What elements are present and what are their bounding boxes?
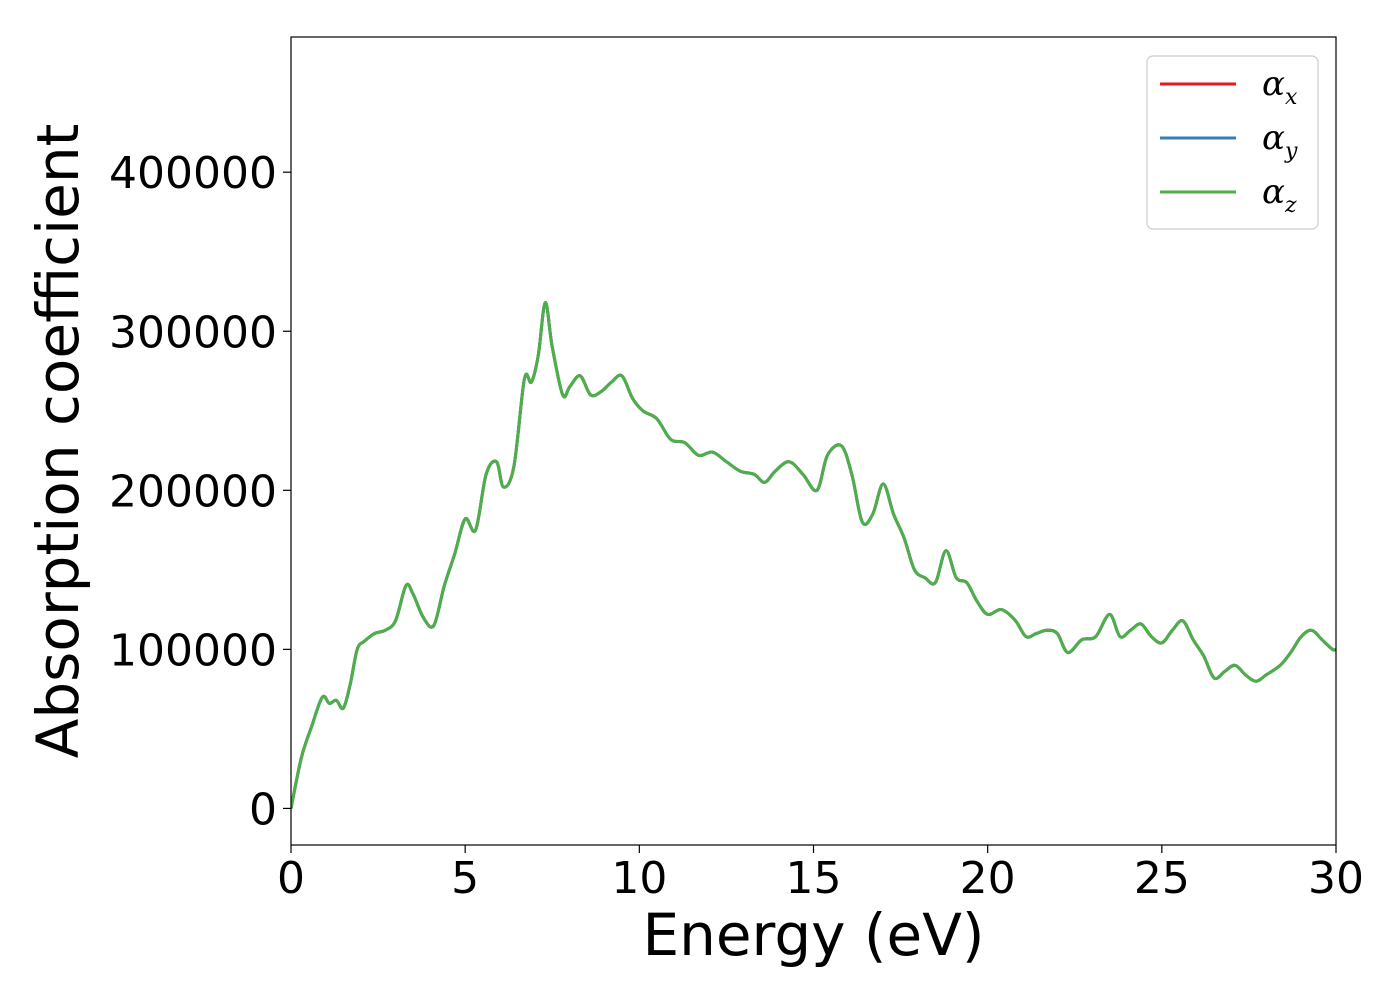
x-axis-ticks: 0 5 10 15 20 25 30 [277,845,1364,904]
series-layer [291,301,1336,809]
legend-label-x: αx [1262,64,1298,110]
y-axis-label: Absorption coefficient [24,124,92,759]
y-tick-label: 200000 [109,466,277,517]
x-axis-label: Energy (eV) [642,901,984,969]
x-tick-label: 10 [611,853,667,904]
y-tick-label: 100000 [109,625,277,676]
y-axis-ticks: 0 100000 200000 300000 400000 [109,148,291,835]
x-tick-label: 0 [277,853,305,904]
x-tick-label: 20 [960,853,1016,904]
y-tick-label: 300000 [109,307,277,358]
series-line-z [291,301,1336,809]
x-tick-label: 30 [1308,853,1364,904]
legend-frame [1146,55,1319,230]
x-tick-label: 5 [451,853,479,904]
x-tick-label: 25 [1134,853,1190,904]
x-tick-label: 15 [786,853,842,904]
y-tick-label: 0 [249,784,277,835]
y-tick-label: 400000 [109,148,277,199]
